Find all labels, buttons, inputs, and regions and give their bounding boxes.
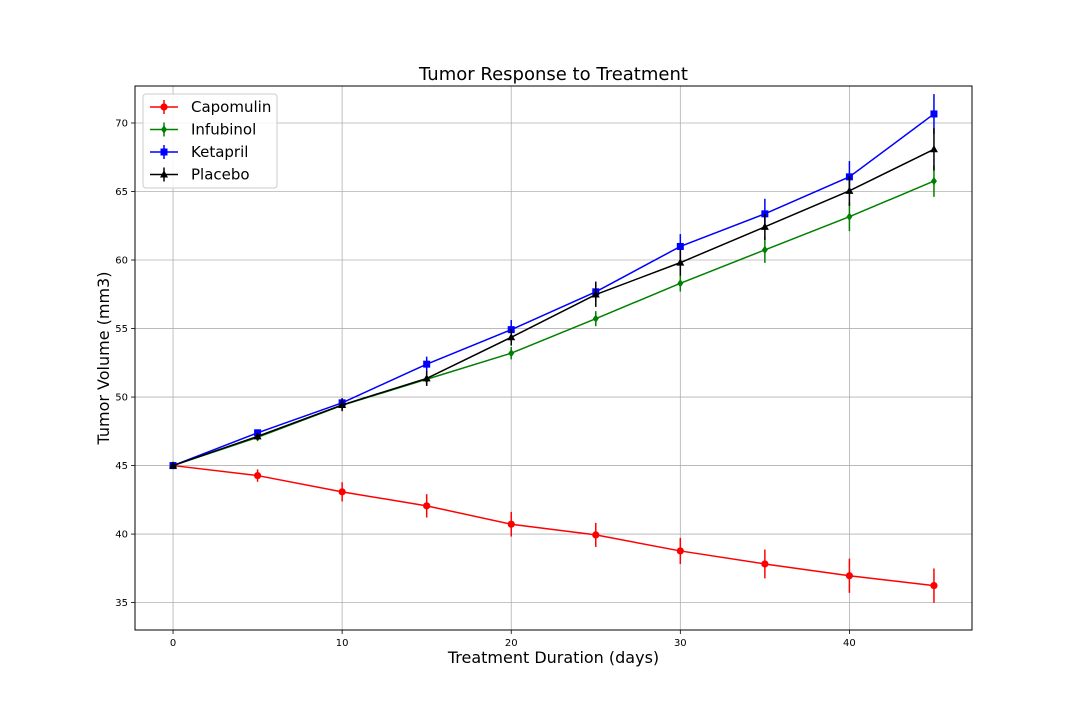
- legend-label-ketapril: Ketapril: [191, 143, 248, 161]
- y-tick-label: 50: [115, 393, 128, 404]
- capomulin-point: [592, 531, 600, 539]
- infubinol-point: [930, 176, 937, 186]
- x-tick-label: 0: [170, 638, 176, 649]
- placebo-point: [507, 333, 516, 341]
- ketapril-point: [676, 242, 684, 250]
- plot-area-frame: [134, 85, 973, 631]
- legend-box: [142, 93, 278, 189]
- x-tick-label: 30: [674, 638, 687, 649]
- x-tick-label: 10: [336, 638, 349, 649]
- y-axis-label: Tumor Volume (mm3): [94, 272, 113, 446]
- legend-marker-ketapril: [160, 148, 168, 156]
- y-tick-label: 65: [115, 187, 128, 198]
- series-lines: [169, 94, 938, 603]
- capomulin-point: [507, 520, 515, 528]
- y-tick-label: 45: [115, 461, 128, 472]
- capomulin-point: [761, 560, 769, 568]
- capomulin-point: [338, 488, 346, 496]
- capomulin-point: [253, 471, 262, 480]
- placebo-point: [760, 222, 769, 230]
- capomulin-point: [423, 502, 431, 510]
- placebo-point: [676, 258, 685, 266]
- capomulin-series: [169, 461, 938, 603]
- y-tick-label: 60: [115, 256, 128, 267]
- ketapril-point: [930, 110, 938, 118]
- capomulin-line: [172, 464, 935, 587]
- x-tick-label: 20: [505, 638, 518, 649]
- ketapril-line: [172, 113, 935, 467]
- y-tick-label: 35: [115, 598, 128, 609]
- ketapril-point: [423, 360, 431, 368]
- x-tick-label: 40: [843, 638, 856, 649]
- x-axis-label: Treatment Duration (days): [447, 648, 659, 667]
- placebo-line: [172, 148, 935, 467]
- placebo-point: [338, 400, 347, 409]
- capomulin-point: [676, 547, 684, 555]
- capomulin-point: [845, 572, 854, 580]
- infubinol-point: [846, 212, 853, 221]
- placebo-point: [591, 290, 600, 298]
- y-tick-label: 55: [115, 324, 128, 335]
- ticks: 0 10 20 30 40 35 40 45 50 55 60 65 70: [115, 118, 856, 649]
- y-tick-label: 40: [115, 530, 128, 541]
- infubinol-point: [677, 279, 684, 288]
- placebo-point: [845, 186, 854, 194]
- infubinol-point: [761, 245, 768, 255]
- placebo-point: [422, 374, 431, 382]
- placebo-point: [929, 145, 938, 153]
- legend: Capomulin Infubinol Ketapril Placebo: [142, 93, 278, 189]
- placebo-point: [253, 432, 262, 440]
- infubinol-point: [508, 349, 515, 358]
- legend-label-capomulin: Capomulin: [191, 98, 271, 116]
- legend-marker-capomulin: [160, 103, 168, 111]
- placebo-point: [169, 461, 178, 469]
- chart-title: Tumor Response to Treatment: [418, 64, 688, 85]
- legend-marker-infubinol: [161, 125, 167, 134]
- y-tick-label: 70: [115, 118, 128, 129]
- legend-label-placebo: Placebo: [191, 166, 250, 184]
- legend-marker-placebo: [160, 170, 168, 178]
- legend-label-infubinol: Infubinol: [191, 121, 256, 139]
- placebo-series: [169, 128, 938, 469]
- infubinol-point: [592, 314, 599, 323]
- capomulin-point: [930, 582, 938, 590]
